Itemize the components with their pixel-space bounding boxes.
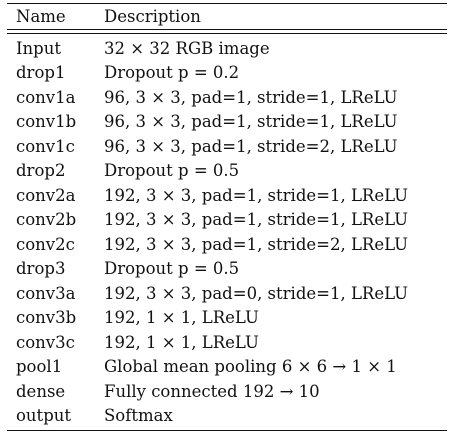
layer-description-cell: 192, 3 × 3, pad=1, stride=2, LReLU [104, 234, 409, 254]
layer-name-cell: drop3 [16, 259, 66, 279]
top-rule [7, 3, 447, 4]
layer-name-cell: conv1c [16, 136, 75, 156]
table-row: output Softmax [7, 404, 447, 429]
layer-name-cell: conv2a [16, 185, 76, 205]
header-double-rule [7, 29, 447, 34]
layer-description-cell: 96, 3 × 3, pad=1, stride=2, LReLU [104, 136, 398, 156]
table-row: conv1a 96, 3 × 3, pad=1, stride=1, LReLU [7, 85, 447, 110]
layer-name-cell: pool1 [16, 357, 63, 377]
table-row: conv1b 96, 3 × 3, pad=1, stride=1, LReLU [7, 110, 447, 135]
layer-name-cell: conv2b [16, 210, 77, 230]
table-row: drop3 Dropout p = 0.5 [7, 257, 447, 282]
layer-description-cell: 32 × 32 RGB image [104, 38, 270, 58]
bottom-rule [7, 430, 447, 431]
layer-description-cell: 192, 3 × 3, pad=1, stride=1, LReLU [104, 210, 409, 230]
layer-name-cell: drop2 [16, 161, 66, 181]
layer-description-cell: 192, 1 × 1, LReLU [104, 308, 259, 328]
layer-name-cell: conv1b [16, 112, 77, 132]
layer-description-cell: Softmax [104, 406, 173, 426]
layer-description-cell: 192, 3 × 3, pad=0, stride=1, LReLU [104, 283, 409, 303]
layer-description-cell: Fully connected 192 → 10 [104, 381, 320, 401]
layer-description-cell: 192, 3 × 3, pad=1, stride=1, LReLU [104, 185, 409, 205]
table-row: conv2b 192, 3 × 3, pad=1, stride=1, LReLU [7, 208, 447, 233]
layer-name-cell: dense [16, 381, 66, 401]
layer-description-cell: Dropout p = 0.5 [104, 259, 240, 279]
table-row: conv2c 192, 3 × 3, pad=1, stride=2, LReLU [7, 232, 447, 257]
layer-name-cell: drop1 [16, 63, 66, 83]
table-header-row: Name Description [7, 4, 447, 29]
layer-name-cell: conv3b [16, 308, 77, 328]
layer-name-cell: Input [16, 38, 61, 58]
layer-name-cell: conv2c [16, 234, 75, 254]
header-name: Name [16, 7, 66, 26]
table-row: drop1 Dropout p = 0.2 [7, 61, 447, 86]
table-row: conv1c 96, 3 × 3, pad=1, stride=2, LReLU [7, 134, 447, 159]
layer-description-cell: Global mean pooling 6 × 6 → 1 × 1 [104, 357, 397, 377]
table-row: pool1 Global mean pooling 6 × 6 → 1 × 1 [7, 355, 447, 380]
layer-name-cell: conv1a [16, 87, 76, 107]
table-row: Input 32 × 32 RGB image [7, 36, 447, 61]
table-row: drop2 Dropout p = 0.5 [7, 159, 447, 184]
layer-description-cell: 192, 1 × 1, LReLU [104, 332, 259, 352]
layer-name-cell: conv3c [16, 332, 75, 352]
table-row: conv3a 192, 3 × 3, pad=0, stride=1, LReLU [7, 281, 447, 306]
table-row: conv3c 192, 1 × 1, LReLU [7, 330, 447, 355]
header-description: Description [104, 7, 201, 26]
table-row: conv2a 192, 3 × 3, pad=1, stride=1, LReLU [7, 183, 447, 208]
layer-description-cell: Dropout p = 0.2 [104, 63, 240, 83]
layer-name-cell: output [16, 406, 72, 426]
layer-description-cell: 96, 3 × 3, pad=1, stride=1, LReLU [104, 87, 398, 107]
architecture-table: Name Description Input 32 × 32 RGB image d… [7, 3, 447, 431]
layer-name-cell: conv3a [16, 283, 76, 303]
table-row: dense Fully connected 192 → 10 [7, 379, 447, 404]
table-row: conv3b 192, 1 × 1, LReLU [7, 306, 447, 331]
layer-description-cell: Dropout p = 0.5 [104, 161, 240, 181]
table-body: Input 32 × 32 RGB image drop1 Dropout p = 0… [7, 34, 447, 428]
layer-description-cell: 96, 3 × 3, pad=1, stride=1, LReLU [104, 112, 398, 132]
